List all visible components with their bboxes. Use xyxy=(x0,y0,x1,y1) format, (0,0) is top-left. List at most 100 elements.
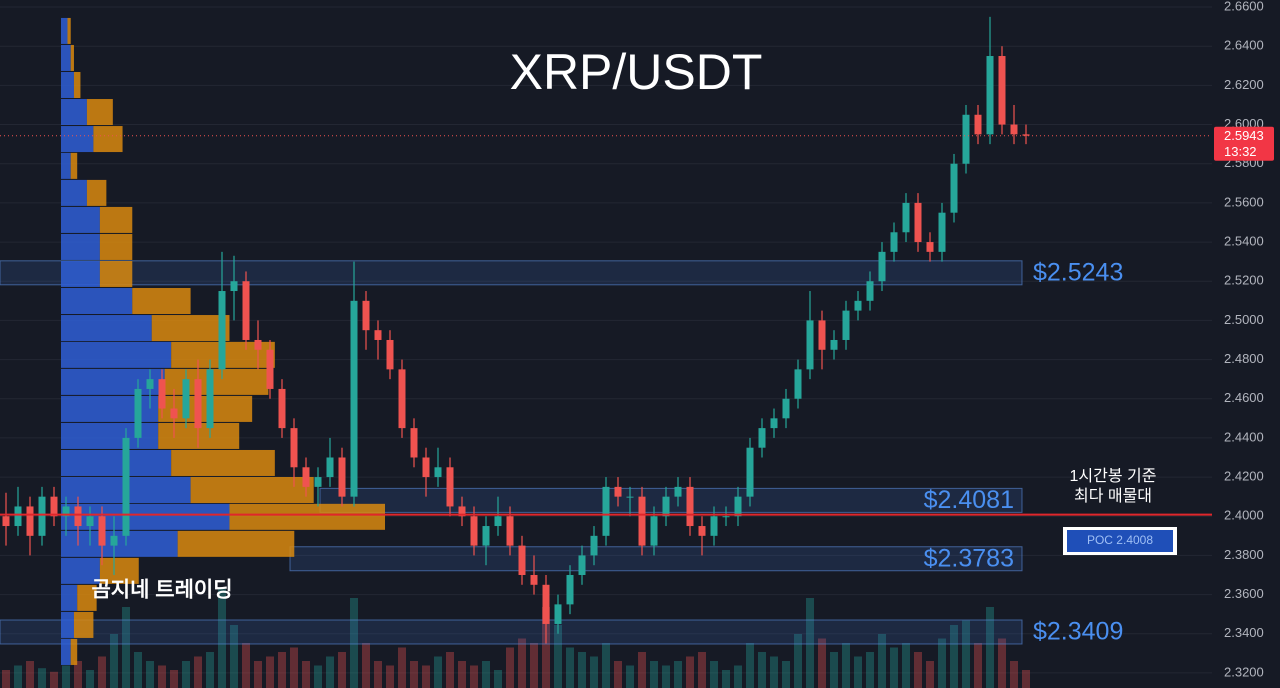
candle-body xyxy=(434,467,442,478)
profile-buy xyxy=(61,260,100,287)
chart-title: XRP/USDT xyxy=(510,44,763,100)
candle-body xyxy=(290,428,298,468)
volume-bar xyxy=(446,652,454,688)
volume-bar xyxy=(86,670,94,688)
volume-bar xyxy=(626,665,634,688)
candle-body xyxy=(902,202,910,233)
candle-body xyxy=(734,496,742,517)
y-tick-label: 2.5600 xyxy=(1224,194,1264,209)
level-label: $2.3409 xyxy=(1033,618,1123,646)
profile-sell xyxy=(177,530,295,557)
volume-bar xyxy=(374,661,382,688)
profile-buy xyxy=(61,422,159,449)
volume-bar xyxy=(422,665,430,688)
candle-body xyxy=(830,339,838,350)
profile-buy xyxy=(61,17,68,44)
profile-sell xyxy=(229,503,385,530)
candle-body xyxy=(566,574,574,605)
volume-bar xyxy=(494,670,502,688)
volume-bar xyxy=(470,665,478,688)
profile-buy xyxy=(61,557,100,584)
volume-bar xyxy=(98,656,106,688)
candle-body xyxy=(254,339,262,350)
volume-bar xyxy=(14,665,22,688)
profile-buy xyxy=(61,152,71,179)
candle-body xyxy=(758,428,766,448)
candle-body xyxy=(302,467,310,487)
candle-body xyxy=(422,457,430,478)
candle-body xyxy=(782,398,790,419)
volume-bar xyxy=(614,661,622,688)
candle-body xyxy=(410,428,418,458)
volume-bar xyxy=(506,647,514,688)
volume-bar xyxy=(518,638,526,688)
candle-body xyxy=(662,496,670,517)
candle-body xyxy=(470,516,478,546)
candle-body xyxy=(98,516,106,546)
profile-sell xyxy=(70,638,78,665)
profile-buy xyxy=(61,395,159,422)
candle-body xyxy=(878,251,886,282)
candle-body xyxy=(62,506,70,517)
candle-body xyxy=(218,291,226,370)
y-tick-label: 2.3400 xyxy=(1224,625,1264,640)
candle-body xyxy=(386,339,394,370)
volume-bar xyxy=(362,643,370,688)
candle-body xyxy=(278,388,286,429)
volume-bar xyxy=(350,598,358,688)
candle-body xyxy=(110,535,118,546)
candle-body xyxy=(698,526,706,536)
volume-bar xyxy=(386,665,394,688)
y-tick-label: 2.6400 xyxy=(1224,38,1264,53)
volume-bar xyxy=(74,661,82,688)
level-zone xyxy=(319,487,1023,513)
volume-bar xyxy=(146,661,154,688)
candle-body xyxy=(338,457,346,497)
candle-body xyxy=(590,535,598,556)
volume-bar xyxy=(962,620,970,688)
poc-note: 최다 매물대 xyxy=(1074,487,1152,505)
volume-bar xyxy=(26,661,34,688)
volume-bar xyxy=(902,643,910,688)
y-tick-label: 2.3800 xyxy=(1224,547,1264,562)
candle-body xyxy=(962,114,970,164)
volume-bar xyxy=(806,598,814,688)
candle-body xyxy=(626,496,634,498)
candle-body xyxy=(686,486,694,527)
volume-bar xyxy=(830,652,838,688)
candle-body xyxy=(362,300,370,331)
profile-buy xyxy=(61,449,172,476)
candle-body xyxy=(854,300,862,311)
volume-bar xyxy=(326,656,334,688)
last-price-box xyxy=(1214,126,1274,161)
candle-body xyxy=(374,330,382,340)
y-tick-label: 2.4200 xyxy=(1224,469,1264,484)
candle-body xyxy=(314,477,322,487)
profile-sell xyxy=(73,71,81,98)
candle-body xyxy=(182,379,190,419)
profile-buy xyxy=(61,99,87,126)
candle-body xyxy=(770,418,778,429)
poc-label: POC 2.4008 xyxy=(1087,533,1153,547)
candle-body xyxy=(650,516,658,546)
candle-body xyxy=(38,496,46,536)
candle-body xyxy=(806,320,814,370)
profile-sell xyxy=(190,477,314,504)
poc-note: 1시간봉 기준 xyxy=(1070,467,1157,485)
profile-sell xyxy=(99,206,133,233)
profile-sell xyxy=(132,288,191,315)
volume-bar xyxy=(818,638,826,688)
candle-body xyxy=(506,516,514,546)
candle-body xyxy=(530,574,538,585)
profile-sell xyxy=(86,99,113,126)
profile-buy xyxy=(61,530,178,557)
volume-bar xyxy=(662,665,670,688)
y-tick-label: 2.6600 xyxy=(1224,0,1264,13)
volume-bar xyxy=(542,607,550,688)
volume-bar xyxy=(770,656,778,688)
volume-bar xyxy=(398,647,406,688)
profile-sell xyxy=(99,260,133,287)
last-price-label: 2.5943 xyxy=(1224,128,1264,143)
